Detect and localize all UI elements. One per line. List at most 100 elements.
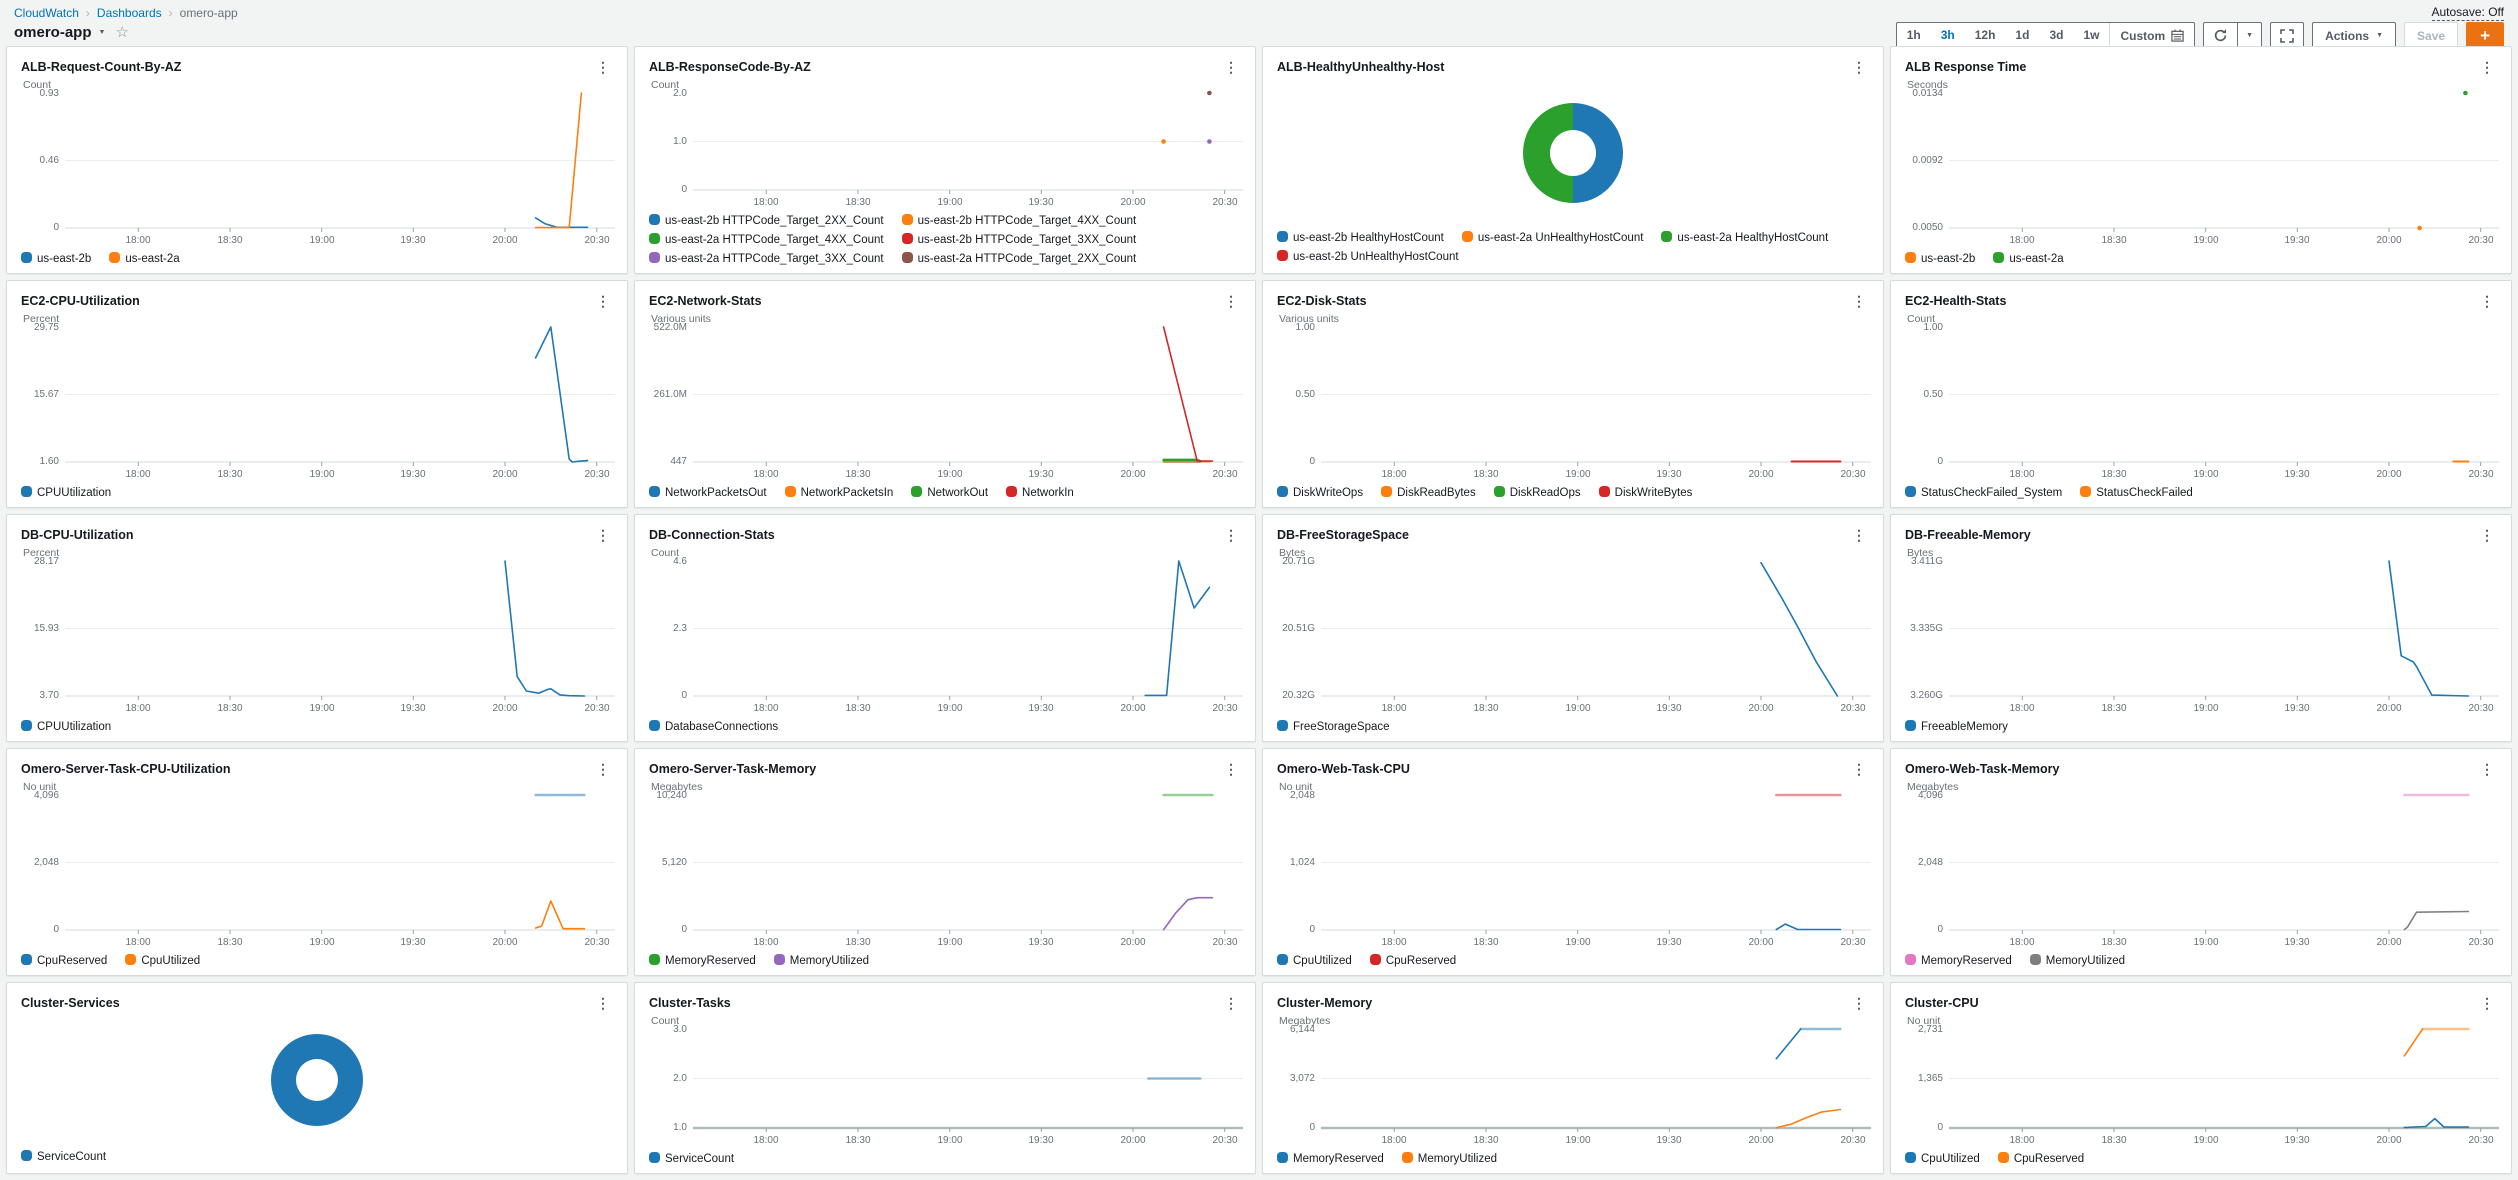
widget-menu-icon[interactable]: ⋮ [1852, 994, 1866, 1011]
breadcrumb-cloudwatch[interactable]: CloudWatch [14, 6, 79, 20]
chart-canvas[interactable] [1321, 561, 1871, 701]
legend-item[interactable]: DatabaseConnections [649, 719, 778, 736]
legend-item[interactable]: MemoryReserved [1277, 1151, 1384, 1168]
fullscreen-button[interactable] [2270, 22, 2305, 49]
legend-item[interactable]: ServiceCount [649, 1151, 734, 1168]
widget-menu-icon[interactable]: ⋮ [1224, 526, 1238, 543]
widget-menu-icon[interactable]: ⋮ [2480, 58, 2494, 75]
legend-item[interactable]: us-east-2a HTTPCode_Target_4XX_Count [649, 232, 884, 249]
legend-item[interactable]: MemoryUtilized [773, 953, 869, 970]
legend-item[interactable]: MemoryUtilized [1401, 1151, 1497, 1168]
chart-canvas[interactable] [65, 560, 615, 701]
legend-item[interactable]: CpuReserved [1369, 953, 1456, 970]
legend-item[interactable]: us-east-2b HTTPCode_Target_2XX_Count [649, 213, 884, 230]
legend-item[interactable]: ServiceCount [21, 1149, 106, 1166]
chart-canvas[interactable] [1321, 793, 1871, 935]
widget-menu-icon[interactable]: ⋮ [1852, 292, 1866, 309]
chart-canvas[interactable] [1321, 1027, 1871, 1133]
chart-canvas[interactable] [65, 92, 615, 233]
time-range-1w[interactable]: 1w [2083, 28, 2100, 42]
widget-menu-icon[interactable]: ⋮ [596, 760, 610, 777]
widget-menu-icon[interactable]: ⋮ [1852, 760, 1866, 777]
time-range-12h[interactable]: 12h [1974, 28, 1996, 42]
widget-menu-icon[interactable]: ⋮ [596, 994, 610, 1011]
time-range-3d[interactable]: 3d [2049, 28, 2064, 42]
legend-item[interactable]: MemoryUtilized [2029, 953, 2125, 970]
legend-item[interactable]: MemoryReserved [1905, 953, 2012, 970]
save-button[interactable]: Save [2404, 22, 2459, 49]
widget-menu-icon[interactable]: ⋮ [1852, 526, 1866, 543]
widget-menu-icon[interactable]: ⋮ [2480, 994, 2494, 1011]
legend-item[interactable]: us-east-2a UnHealthyHostCount [1461, 230, 1643, 247]
legend-item[interactable]: us-east-2b HealthyHostCount [1277, 230, 1444, 247]
legend-item[interactable]: us-east-2b [21, 251, 91, 268]
chart-canvas[interactable] [65, 793, 615, 935]
widget-menu-icon[interactable]: ⋮ [2480, 760, 2494, 777]
title-dropdown-icon[interactable]: ▼ [98, 29, 106, 36]
legend-item[interactable]: StatusCheckFailed_System [1905, 485, 2062, 502]
legend-item[interactable]: NetworkOut [911, 485, 988, 502]
widget-menu-icon[interactable]: ⋮ [1224, 292, 1238, 309]
chart-canvas[interactable] [693, 560, 1243, 701]
chart-canvas[interactable] [1949, 560, 2499, 701]
legend-item[interactable]: FreeStorageSpace [1277, 719, 1390, 736]
widget-menu-icon[interactable]: ⋮ [1224, 58, 1238, 75]
legend-item[interactable]: DiskWriteBytes [1598, 485, 1692, 502]
chart-canvas[interactable] [1321, 327, 1871, 467]
time-range-1h[interactable]: 1h [1906, 28, 1921, 42]
legend-item[interactable]: StatusCheckFailed [2080, 485, 2193, 502]
legend-item[interactable]: us-east-2b HTTPCode_Target_3XX_Count [901, 232, 1136, 249]
legend-item[interactable]: DiskReadBytes [1381, 485, 1476, 502]
legend-item[interactable]: us-east-2a HealthyHostCount [1661, 230, 1828, 247]
favorite-star-icon[interactable]: ☆ [115, 24, 129, 41]
legend-item[interactable]: CPUUtilization [21, 485, 111, 502]
actions-button[interactable]: Actions ▼ [2312, 22, 2397, 49]
legend-item[interactable]: us-east-2b HTTPCode_Target_4XX_Count [901, 213, 1136, 230]
legend-item[interactable]: CpuUtilized [1905, 1151, 1980, 1168]
legend-item[interactable]: NetworkIn [1006, 485, 1074, 502]
widget-menu-icon[interactable]: ⋮ [1852, 58, 1866, 75]
widget-menu-icon[interactable]: ⋮ [2480, 292, 2494, 309]
legend-item[interactable]: NetworkPacketsOut [649, 485, 767, 502]
time-range-3h[interactable]: 3h [1940, 28, 1955, 42]
chart-canvas[interactable] [1949, 793, 2499, 935]
legend-item[interactable]: MemoryReserved [649, 953, 756, 970]
chart-canvas[interactable] [1949, 327, 2499, 467]
donut-chart[interactable] [21, 1015, 613, 1145]
widget-menu-icon[interactable]: ⋮ [596, 292, 610, 309]
chart-canvas[interactable] [1949, 1027, 2499, 1133]
legend-item[interactable]: us-east-2a [1993, 251, 2064, 268]
legend-item[interactable]: DiskReadOps [1493, 485, 1581, 502]
widget-menu-icon[interactable]: ⋮ [596, 526, 610, 543]
chart-canvas[interactable] [693, 1029, 1243, 1133]
widget-menu-icon[interactable]: ⋮ [1224, 760, 1238, 777]
add-widget-button[interactable]: + [2466, 22, 2504, 49]
chart-canvas[interactable] [1949, 90, 2499, 233]
legend-item[interactable]: CpuReserved [1997, 1151, 2084, 1168]
time-range-custom[interactable]: Custom [2109, 23, 2194, 48]
legend-item[interactable]: us-east-2a [109, 251, 180, 268]
refresh-icon[interactable] [2204, 23, 2237, 48]
legend-item[interactable]: us-east-2a HTTPCode_Target_2XX_Count [901, 251, 1136, 268]
legend-item[interactable]: CpuUtilized [1277, 953, 1352, 970]
chart-canvas[interactable] [693, 793, 1243, 935]
refresh-options-caret-icon[interactable]: ▼ [2237, 23, 2261, 48]
legend-item[interactable]: us-east-2b UnHealthyHostCount [1277, 249, 1459, 266]
legend-item[interactable]: CPUUtilization [21, 719, 111, 736]
time-range-1d[interactable]: 1d [2015, 28, 2030, 42]
legend-item[interactable]: NetworkPacketsIn [784, 485, 893, 502]
legend-item[interactable]: CpuReserved [21, 953, 107, 970]
widget-menu-icon[interactable]: ⋮ [1224, 994, 1238, 1011]
chart-canvas[interactable] [693, 326, 1243, 467]
chart-canvas[interactable] [65, 326, 615, 467]
donut-chart[interactable] [1277, 79, 1869, 226]
widget-menu-icon[interactable]: ⋮ [2480, 526, 2494, 543]
breadcrumb-dashboards[interactable]: Dashboards [96, 6, 162, 20]
legend-item[interactable]: us-east-2a HTTPCode_Target_3XX_Count [649, 251, 884, 268]
chart-canvas[interactable] [693, 90, 1243, 195]
legend-item[interactable]: FreeableMemory [1905, 719, 2008, 736]
legend-item[interactable]: CpuUtilized [125, 953, 200, 970]
legend-item[interactable]: us-east-2b [1905, 251, 1975, 268]
widget-menu-icon[interactable]: ⋮ [596, 58, 610, 75]
legend-item[interactable]: DiskWriteOps [1277, 485, 1363, 502]
